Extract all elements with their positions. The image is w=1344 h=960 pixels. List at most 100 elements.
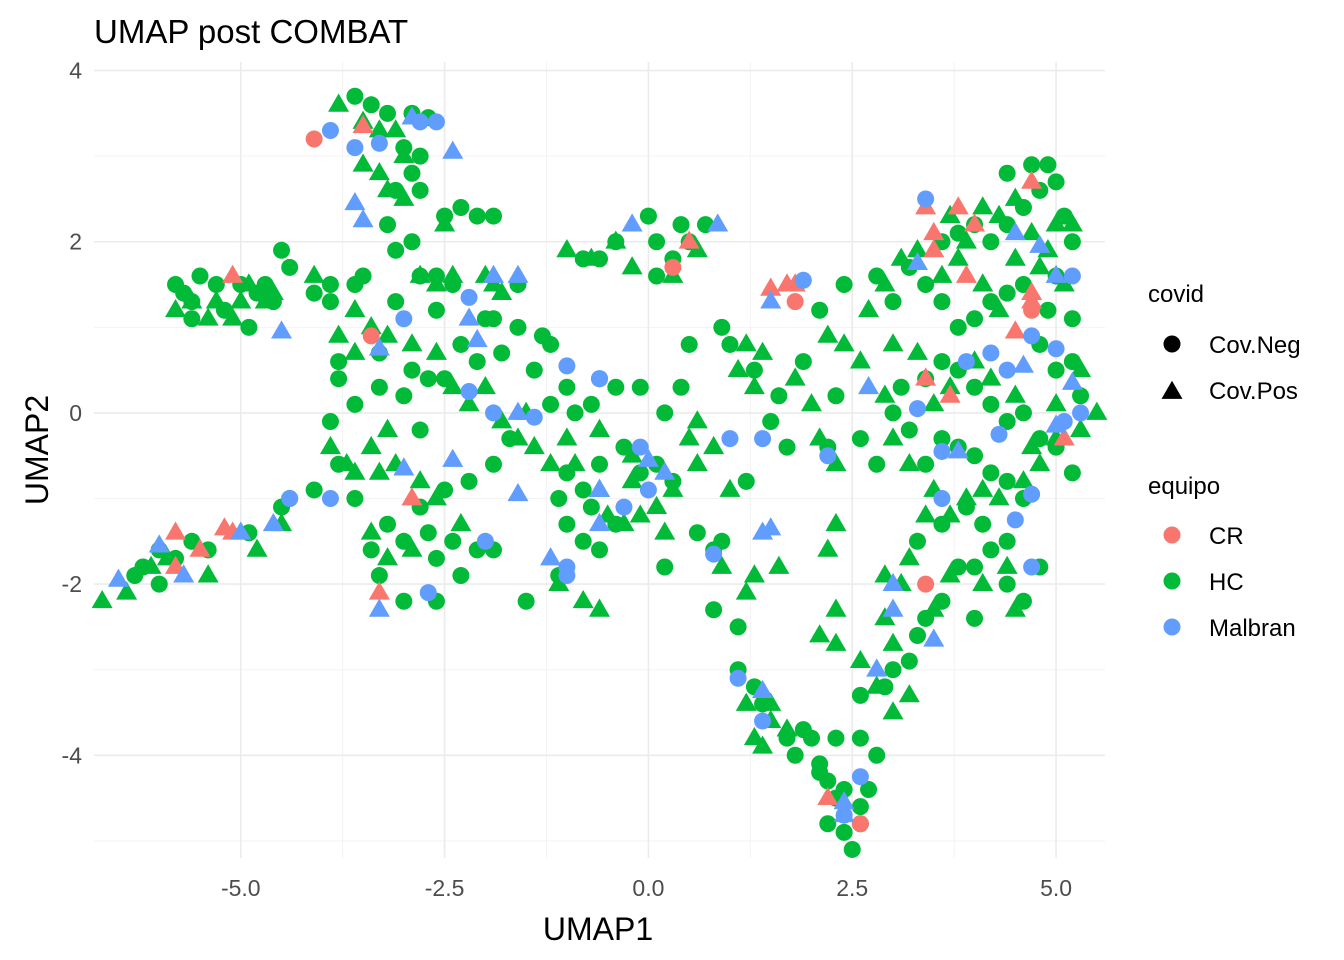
data-point-circle bbox=[982, 233, 1000, 251]
data-point-circle bbox=[639, 207, 657, 225]
data-point-circle bbox=[680, 335, 698, 353]
data-point-triangle bbox=[368, 598, 390, 617]
data-point-circle bbox=[990, 425, 1008, 443]
data-point-circle bbox=[851, 798, 869, 816]
data-point-triangle bbox=[344, 341, 366, 360]
data-point-triangle bbox=[890, 247, 912, 266]
data-point-triangle bbox=[491, 281, 513, 300]
data-point-circle bbox=[786, 746, 804, 764]
data-point-circle bbox=[321, 293, 339, 311]
data-point-circle bbox=[427, 549, 445, 567]
data-point-triangle bbox=[882, 701, 904, 720]
data-point-triangle bbox=[752, 679, 774, 698]
grid-lines bbox=[94, 62, 1105, 858]
data-point-triangle bbox=[377, 418, 399, 437]
data-point-triangle bbox=[368, 581, 390, 600]
data-point-circle bbox=[713, 318, 731, 336]
data-point-circle bbox=[452, 199, 470, 217]
data-point-triangle bbox=[1045, 264, 1067, 283]
data-point-circle bbox=[574, 481, 592, 499]
data-point-triangle bbox=[923, 393, 945, 412]
data-point-triangle bbox=[1061, 213, 1083, 232]
data-point-triangle bbox=[849, 649, 871, 669]
data-point-circle bbox=[1039, 156, 1057, 174]
data-point-circle bbox=[672, 216, 690, 234]
data-point-triangle bbox=[743, 375, 765, 395]
data-point-circle bbox=[419, 584, 437, 602]
data-point-triangle bbox=[621, 213, 643, 232]
data-point-triangle bbox=[678, 427, 700, 446]
data-point-triangle bbox=[858, 298, 880, 318]
data-point-triangle bbox=[368, 337, 390, 356]
data-point-circle bbox=[452, 335, 470, 353]
data-point-triangle bbox=[621, 256, 643, 275]
data-point-triangle bbox=[1070, 418, 1092, 437]
data-point-triangle bbox=[1021, 290, 1043, 309]
data-point-circle bbox=[794, 353, 812, 371]
data-point-circle bbox=[346, 87, 364, 105]
data-point-circle bbox=[721, 335, 739, 353]
data-point-triangle bbox=[898, 684, 920, 703]
legend-label: CR bbox=[1209, 523, 1244, 550]
data-point-triangle bbox=[466, 328, 488, 348]
data-point-triangle bbox=[589, 512, 610, 532]
data-point-triangle bbox=[523, 435, 545, 455]
data-point-triangle bbox=[768, 555, 790, 574]
data-point-triangle bbox=[817, 324, 839, 343]
data-point-triangle bbox=[589, 478, 610, 497]
data-point-triangle bbox=[817, 786, 839, 805]
data-point-triangle bbox=[906, 251, 928, 271]
data-point-triangle bbox=[882, 333, 904, 352]
data-point-circle bbox=[346, 490, 364, 508]
data-point-triangle bbox=[442, 140, 464, 159]
legend-title-equipo: equipo bbox=[1148, 473, 1220, 500]
data-point-circle bbox=[460, 383, 478, 401]
data-point-circle bbox=[917, 455, 935, 473]
legend-key-triangle bbox=[1161, 380, 1183, 399]
data-point-triangle bbox=[197, 307, 219, 326]
data-point-triangle bbox=[972, 478, 994, 497]
data-point-triangle bbox=[409, 470, 431, 489]
data-point-triangle bbox=[613, 512, 635, 532]
data-point-circle bbox=[1047, 173, 1065, 191]
data-point-circle bbox=[819, 447, 837, 465]
data-point-circle bbox=[754, 430, 772, 448]
data-point-triangle bbox=[589, 598, 610, 617]
data-point-circle bbox=[427, 113, 445, 131]
data-point-triangle bbox=[825, 598, 847, 617]
data-point-triangle bbox=[393, 457, 415, 476]
data-point-circle bbox=[395, 592, 413, 610]
data-point-triangle bbox=[580, 247, 602, 266]
data-point-triangle bbox=[303, 264, 325, 283]
data-point-triangle bbox=[931, 264, 953, 283]
data-point-triangle bbox=[352, 114, 374, 134]
legend-label: HC bbox=[1209, 569, 1244, 596]
y-tick-label: 4 bbox=[69, 58, 82, 84]
data-point-circle bbox=[411, 147, 429, 165]
data-point-circle bbox=[917, 276, 935, 294]
data-point-triangle bbox=[955, 487, 977, 506]
data-point-triangle bbox=[1029, 256, 1051, 275]
data-point-triangle bbox=[556, 239, 578, 258]
data-point-triangle bbox=[491, 410, 513, 429]
data-point-circle bbox=[802, 729, 820, 747]
data-point-triangle bbox=[1086, 401, 1108, 420]
data-point-triangle bbox=[246, 538, 268, 557]
data-point-circle bbox=[1023, 558, 1041, 576]
data-point-circle bbox=[191, 267, 209, 285]
data-point-circle bbox=[395, 310, 413, 328]
data-point-circle bbox=[917, 575, 935, 593]
data-point-circle bbox=[183, 310, 201, 328]
data-point-circle bbox=[811, 301, 829, 319]
data-point-circle bbox=[648, 233, 666, 251]
data-point-triangle bbox=[972, 572, 994, 592]
x-axis-ticks: -5.0 -2.5 0.0 2.5 5.0 bbox=[221, 875, 1072, 901]
data-point-triangle bbox=[1021, 435, 1043, 455]
data-point-circle bbox=[745, 361, 763, 379]
data-point-triangle bbox=[947, 440, 969, 459]
data-point-triangle bbox=[262, 281, 284, 300]
legend-key-color bbox=[1163, 526, 1181, 544]
data-point-triangle bbox=[858, 375, 880, 395]
data-point-triangle bbox=[173, 564, 195, 583]
